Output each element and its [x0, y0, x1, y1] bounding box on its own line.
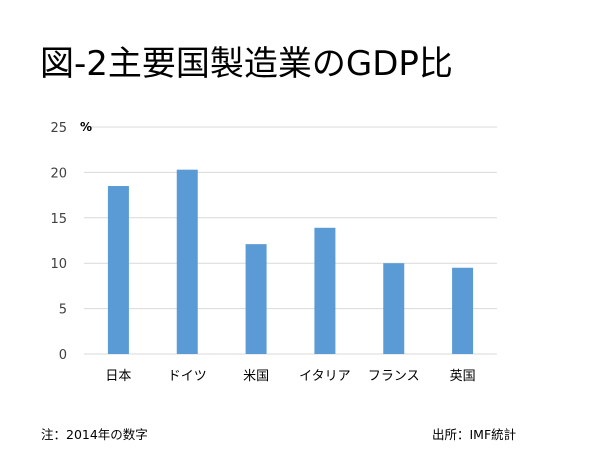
- bar-0: [107, 186, 129, 354]
- x-axis-categories: 日本 ドイツ 米国 イタリア フランス 英国: [105, 369, 475, 384]
- y-tick-label: 20: [50, 166, 67, 181]
- chart-title: 図-2主要国製造業のGDP比: [40, 44, 453, 84]
- grid-lines: [84, 126, 497, 355]
- y-tick-label: 10: [50, 257, 67, 272]
- y-axis-unit-label: %: [80, 120, 92, 134]
- bar-5: [452, 267, 474, 354]
- x-category-label: 日本: [105, 369, 131, 384]
- y-tick-label: 0: [59, 348, 67, 363]
- footnote-source: 出所：IMF統計: [432, 427, 517, 442]
- bar-3: [314, 227, 336, 354]
- x-category-label: イタリア: [299, 369, 350, 384]
- x-category-label: フランス: [368, 369, 420, 384]
- bars: [107, 169, 474, 354]
- x-category-label: 米国: [243, 369, 269, 384]
- x-category-label: ドイツ: [168, 369, 207, 384]
- bar-1: [176, 169, 198, 354]
- y-tick-label: 5: [59, 303, 67, 318]
- bar-2: [245, 244, 267, 354]
- y-tick-label: 25: [50, 121, 67, 136]
- bar-4: [383, 263, 405, 354]
- y-tick-label: 15: [50, 212, 67, 227]
- footnote-left: 注：2014年の数字: [41, 427, 148, 442]
- x-category-label: 英国: [450, 369, 476, 384]
- y-axis-ticks: 0 5 10 15 20 25: [50, 121, 67, 363]
